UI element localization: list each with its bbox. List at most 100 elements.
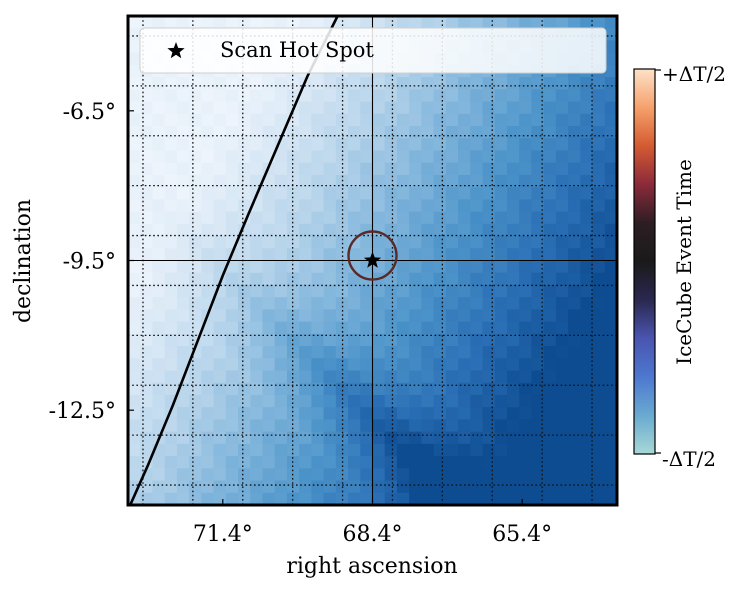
heatmap-cell [262, 394, 276, 408]
heatmap-cell [213, 126, 227, 139]
heatmap-cell [482, 77, 496, 90]
heatmap-cell [225, 150, 239, 164]
heatmap-cell [128, 40, 141, 54]
heatmap-cell [372, 284, 386, 298]
heatmap-cell [176, 407, 190, 421]
heatmap-cell [580, 358, 594, 372]
heatmap-cell [531, 236, 545, 249]
heatmap-cell [372, 16, 386, 29]
heatmap-cell [445, 407, 459, 421]
heatmap-cell [176, 480, 190, 494]
heatmap-cell [506, 162, 520, 176]
heatmap-cell [335, 443, 349, 457]
heatmap-cell [311, 187, 325, 200]
heatmap-cell [506, 77, 520, 90]
heatmap-cell [176, 199, 190, 213]
heatmap-cell [506, 113, 520, 127]
heatmap-cell [482, 480, 496, 494]
heatmap-cell [604, 89, 617, 103]
heatmap-cell [384, 150, 398, 164]
heatmap-cell [421, 223, 435, 237]
heatmap-cell [580, 126, 594, 139]
heatmap-cell [238, 272, 251, 286]
heatmap-cell [568, 370, 581, 384]
heatmap-cell [348, 211, 361, 225]
heatmap-cell [580, 431, 594, 445]
heatmap-cell [348, 187, 361, 200]
heatmap-cell [604, 248, 617, 262]
heatmap-cell [201, 394, 215, 408]
heatmap-cell [262, 272, 276, 286]
heatmap-cell [555, 468, 569, 482]
heatmap-cell [458, 248, 471, 262]
heatmap-cell [421, 89, 435, 103]
heatmap-cell [421, 456, 435, 469]
heatmap-cell [299, 382, 312, 396]
heatmap-cell [286, 248, 300, 262]
heatmap-cell [348, 431, 361, 445]
heatmap-cell [140, 162, 154, 176]
heatmap-cell [286, 443, 300, 457]
heatmap-cell [531, 101, 545, 115]
heatmap-cell [568, 309, 581, 323]
heatmap-cell [335, 101, 349, 115]
heatmap-cell [494, 456, 508, 469]
heatmap-cell [213, 236, 227, 249]
heatmap-cell [348, 138, 361, 152]
heatmap-cell [250, 260, 264, 274]
heatmap-cell [213, 346, 227, 359]
heatmap-cell [409, 358, 422, 372]
heatmap-cell [433, 89, 447, 103]
heatmap-cell [421, 382, 435, 396]
heatmap-cell [176, 187, 190, 200]
heatmap-cell [286, 297, 300, 310]
heatmap-cell [592, 150, 606, 164]
heatmap-cell [250, 431, 264, 445]
heatmap-cell [592, 407, 606, 421]
heatmap-cell [421, 431, 435, 445]
heatmap-cell [396, 113, 410, 127]
heatmap-cell [543, 480, 557, 494]
heatmap-cell [286, 211, 300, 225]
heatmap-cell [433, 480, 447, 494]
heatmap-cell [396, 443, 410, 457]
heatmap-cell [225, 480, 239, 494]
heatmap-cell [580, 297, 594, 310]
heatmap-cell [311, 101, 325, 115]
heatmap-cell [201, 126, 215, 139]
heatmap-cell [189, 297, 202, 310]
heatmap-cell [140, 346, 154, 359]
heatmap-cell [286, 272, 300, 286]
heatmap-cell [531, 394, 545, 408]
heatmap-cell [458, 101, 471, 115]
heatmap-cell [506, 126, 520, 139]
heatmap-cell [384, 187, 398, 200]
heatmap-cell [152, 126, 166, 139]
heatmap-cell [225, 407, 239, 421]
heatmap-cell [519, 309, 533, 323]
heatmap-cell [225, 468, 239, 482]
heatmap-cell [286, 223, 300, 237]
heatmap-cell [164, 113, 178, 127]
heatmap-cell [128, 309, 141, 323]
heatmap-cell [482, 236, 496, 249]
legend: Scan Hot Spot [139, 27, 607, 74]
heatmap-cell [250, 284, 264, 298]
heatmap-cell [238, 394, 251, 408]
heatmap-cell [274, 211, 288, 225]
heatmap-cell [580, 77, 594, 90]
heatmap-cell [494, 443, 508, 457]
heatmap-cell [128, 174, 141, 188]
heatmap-cell [262, 113, 276, 127]
heatmap-cell [250, 468, 264, 482]
heatmap-cell [225, 211, 239, 225]
heatmap-cell [543, 126, 557, 139]
heatmap-cell [189, 284, 202, 298]
colorbar-tick-label-bottom: -ΔT/2 [662, 447, 716, 471]
heatmap-cell [384, 211, 398, 225]
heatmap-cell [555, 309, 569, 323]
heatmap-cell [396, 272, 410, 286]
heatmap-cell [531, 321, 545, 335]
heatmap-cell [433, 236, 447, 249]
heatmap-cell [519, 480, 533, 494]
